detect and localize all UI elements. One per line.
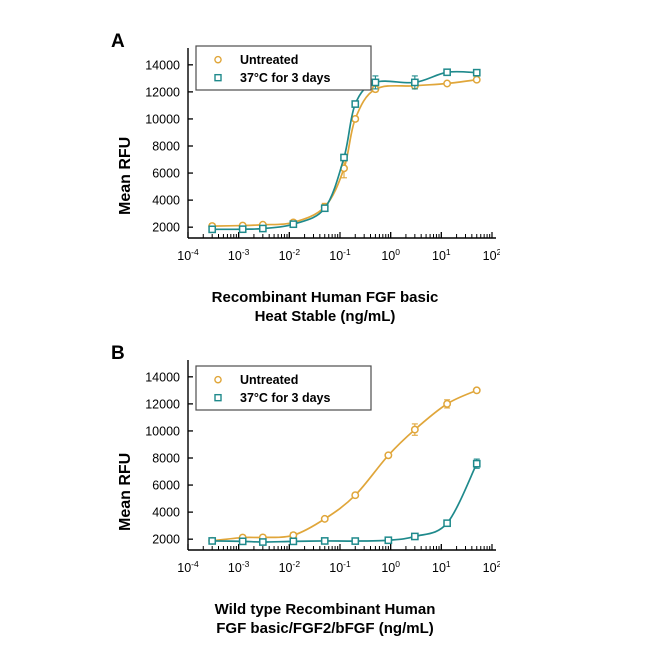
legend-label-untreated: Untreated xyxy=(240,53,298,67)
data-point-marker xyxy=(443,519,451,528)
y-tick-label: 6000 xyxy=(152,479,180,493)
x-tick-label: 101 xyxy=(432,559,451,575)
panel-a-x-axis-title-line2: Heat Stable (ng/mL) xyxy=(254,308,396,325)
legend-marker-heated xyxy=(214,73,222,82)
data-point-marker xyxy=(320,204,329,213)
legend-label-untreated: Untreated xyxy=(240,373,298,387)
y-tick-label: 14000 xyxy=(145,370,180,384)
data-point-marker xyxy=(410,78,419,87)
legend-label-heated: 37°C for 3 days xyxy=(240,71,331,85)
data-point-marker xyxy=(208,537,217,545)
y-tick-label: 6000 xyxy=(152,167,180,181)
data-point-marker xyxy=(384,536,393,545)
x-tick-label: 100 xyxy=(381,559,400,575)
x-tick-label: 102 xyxy=(483,559,500,575)
legend-marker-untreated xyxy=(214,55,222,64)
data-point-marker xyxy=(472,459,481,468)
data-point-marker xyxy=(371,78,380,87)
data-point-marker xyxy=(443,68,451,77)
x-tick-label: 10-3 xyxy=(228,247,250,263)
data-point-marker xyxy=(443,399,452,408)
legend-marker-heated xyxy=(214,393,222,402)
x-tick-label: 10-1 xyxy=(329,247,351,263)
x-tick-label: 100 xyxy=(381,247,400,263)
data-point-marker xyxy=(320,514,329,523)
y-tick-label: 2000 xyxy=(152,533,180,547)
panel-b: B Mean RFU 2000 4000 6000 8000 10000 12000 140… xyxy=(0,326,650,652)
data-point-marker xyxy=(208,225,217,234)
legend-label-heated: 37°C for 3 days xyxy=(240,391,331,405)
data-point-marker xyxy=(472,386,481,395)
data-point-marker xyxy=(410,532,419,541)
data-point-marker xyxy=(351,114,360,123)
series-heated xyxy=(208,458,481,546)
x-tick-label: 101 xyxy=(432,247,451,263)
y-tick-label: 12000 xyxy=(145,85,180,99)
data-point-marker xyxy=(472,68,481,77)
panel-a-letter: A xyxy=(111,31,125,52)
x-tick-label: 10-4 xyxy=(177,559,199,575)
data-point-marker xyxy=(472,75,481,84)
panel-a-x-axis-title: Recombinant Human FGF basic Heat Stable … xyxy=(0,288,650,326)
data-point-marker xyxy=(351,537,360,545)
data-point-marker xyxy=(384,451,393,460)
panel-b-plot-svg: 2000 4000 6000 8000 10000 12000 14000 10-4 10-3 1… xyxy=(145,360,500,575)
y-tick-label: 12000 xyxy=(145,397,180,411)
data-point-marker xyxy=(258,538,267,546)
y-tick-label: 10000 xyxy=(145,424,180,438)
legend: Untreated 37°C for 3 days xyxy=(195,45,372,91)
data-point-marker xyxy=(258,224,267,233)
panel-b-x-axis-title-line1: Wild type Recombinant Human xyxy=(214,601,436,618)
y-tick-label: 8000 xyxy=(152,452,180,466)
panel-a-plot-svg: 2000 4000 6000 8000 10000 12000 14000 10-4 10-3 1… xyxy=(145,45,500,263)
data-point-marker xyxy=(238,225,247,234)
series-untreated xyxy=(208,386,481,545)
panel-a: A Mean RFU 2000 4000 6000 8000 10000 12000 140… xyxy=(0,31,650,326)
x-tick-label: 102 xyxy=(483,247,500,263)
panel-b-x-axis-title-line2: FGF basic/FGF2/bFGF (ng/mL) xyxy=(216,620,434,637)
data-point-marker xyxy=(443,79,452,88)
panel-a-x-axis-title-line1: Recombinant Human FGF basic xyxy=(211,289,439,306)
panel-a-y-axis-label: Mean RFU xyxy=(117,136,134,215)
legend-marker-untreated xyxy=(214,375,222,384)
x-tick-label: 10-3 xyxy=(228,559,250,575)
data-point-marker xyxy=(238,537,247,546)
x-tick-label: 10-2 xyxy=(279,559,301,575)
data-point-marker xyxy=(340,153,348,162)
y-tick-label: 8000 xyxy=(152,140,180,154)
data-point-marker xyxy=(351,100,360,108)
x-tick-label: 10-1 xyxy=(329,559,351,575)
x-tick-label: 10-2 xyxy=(279,247,301,263)
x-tick-label: 10-4 xyxy=(177,247,199,263)
panel-b-letter: B xyxy=(111,343,125,364)
y-tick-label: 4000 xyxy=(152,194,180,208)
panel-a-plot: 2000 4000 6000 8000 10000 12000 14000 10-4 10-3 1… xyxy=(140,40,500,280)
panel-b-y-axis-label: Mean RFU xyxy=(117,452,134,531)
data-point-marker xyxy=(320,537,329,545)
data-point-marker xyxy=(410,425,419,434)
panel-b-plot: 2000 4000 6000 8000 10000 12000 14000 10-4 10-3 1… xyxy=(140,352,500,592)
y-tick-label: 4000 xyxy=(152,506,180,520)
data-point-marker xyxy=(289,220,298,229)
series-heated xyxy=(208,68,481,234)
legend: Untreated 37°C for 3 days xyxy=(195,365,372,411)
y-tick-label: 10000 xyxy=(145,112,180,126)
y-tick-label: 14000 xyxy=(145,58,180,72)
data-point-marker xyxy=(351,491,360,500)
data-point-marker xyxy=(289,537,298,546)
panel-b-x-axis-title: Wild type Recombinant Human FGF basic/FG… xyxy=(0,600,650,638)
y-tick-label: 2000 xyxy=(152,221,180,235)
